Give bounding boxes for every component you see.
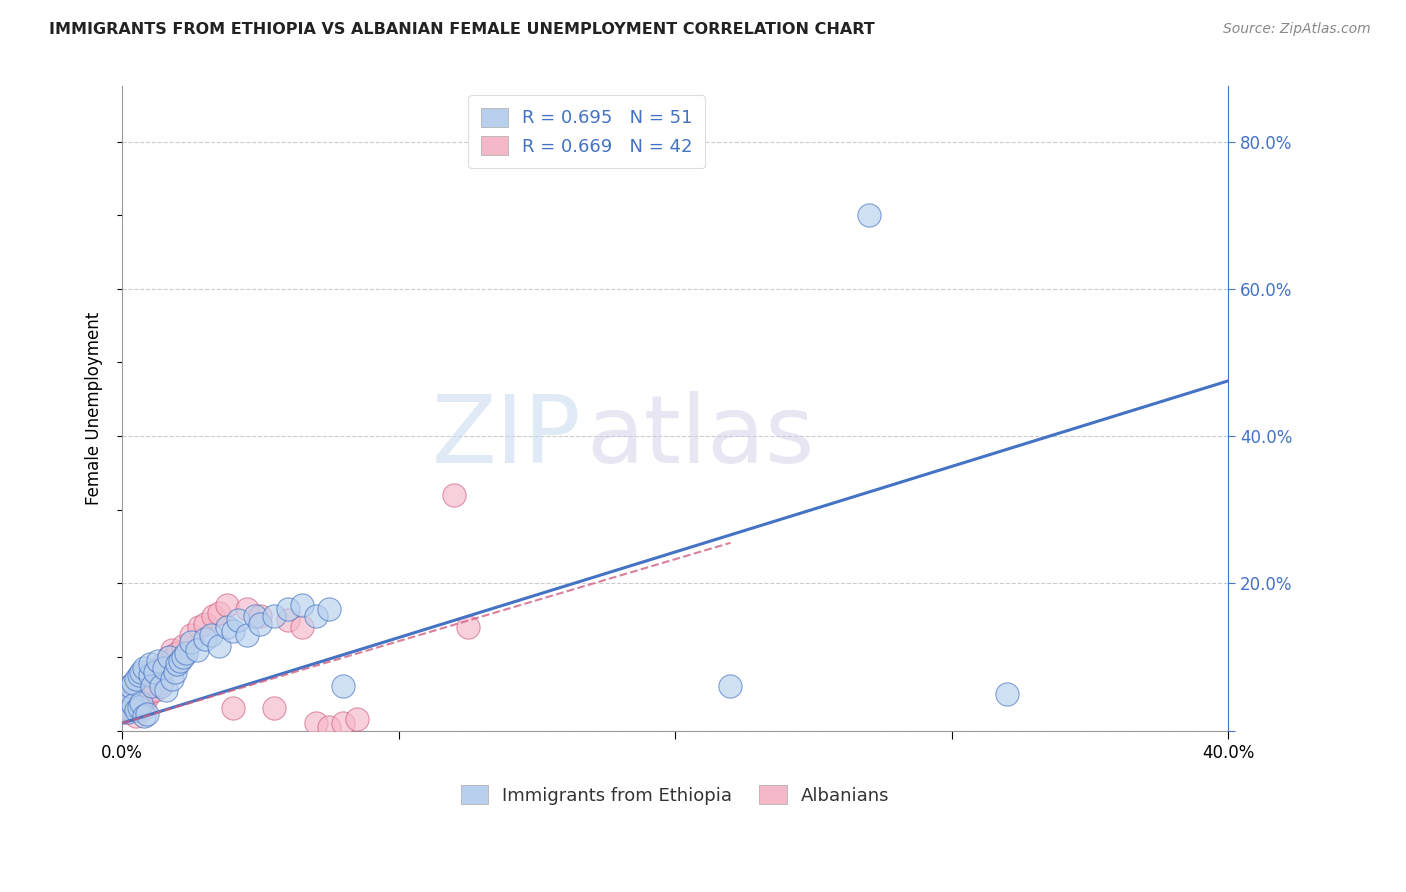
Point xyxy=(136,707,159,722)
Point xyxy=(443,488,465,502)
Point xyxy=(120,679,142,693)
Legend: Immigrants from Ethiopia, Albanians: Immigrants from Ethiopia, Albanians xyxy=(454,778,897,812)
Point xyxy=(858,208,880,222)
Point xyxy=(186,642,208,657)
Point xyxy=(120,700,142,714)
Point xyxy=(146,661,169,675)
Point xyxy=(141,665,163,679)
Point xyxy=(125,708,148,723)
Point xyxy=(263,701,285,715)
Point xyxy=(152,657,174,672)
Point xyxy=(291,620,314,634)
Text: IMMIGRANTS FROM ETHIOPIA VS ALBANIAN FEMALE UNEMPLOYMENT CORRELATION CHART: IMMIGRANTS FROM ETHIOPIA VS ALBANIAN FEM… xyxy=(49,22,875,37)
Point xyxy=(235,628,257,642)
Point xyxy=(263,609,285,624)
Point xyxy=(125,672,148,686)
Point xyxy=(243,609,266,624)
Point xyxy=(180,635,202,649)
Point xyxy=(208,606,231,620)
Point xyxy=(172,649,194,664)
Point xyxy=(160,672,183,686)
Point xyxy=(152,661,174,675)
Point xyxy=(304,609,326,624)
Point xyxy=(995,687,1018,701)
Point xyxy=(157,649,180,664)
Point xyxy=(346,713,368,727)
Point xyxy=(120,694,142,708)
Point xyxy=(128,668,150,682)
Text: atlas: atlas xyxy=(586,392,815,483)
Point xyxy=(125,675,148,690)
Point xyxy=(138,657,160,672)
Point xyxy=(332,679,354,693)
Point xyxy=(157,649,180,664)
Point xyxy=(226,613,249,627)
Point xyxy=(131,665,153,679)
Point xyxy=(131,696,153,710)
Point xyxy=(155,683,177,698)
Point xyxy=(138,668,160,682)
Point xyxy=(138,685,160,699)
Point xyxy=(131,696,153,710)
Point xyxy=(208,639,231,653)
Point xyxy=(169,654,191,668)
Point xyxy=(291,599,314,613)
Point xyxy=(172,639,194,653)
Point xyxy=(174,646,197,660)
Point xyxy=(136,690,159,705)
Point xyxy=(120,679,142,693)
Point xyxy=(235,602,257,616)
Point xyxy=(117,705,139,719)
Point xyxy=(117,703,139,717)
Point xyxy=(180,628,202,642)
Point xyxy=(128,698,150,712)
Text: Source: ZipAtlas.com: Source: ZipAtlas.com xyxy=(1223,22,1371,37)
Point xyxy=(125,703,148,717)
Point xyxy=(194,616,217,631)
Point xyxy=(332,716,354,731)
Point xyxy=(131,668,153,682)
Point xyxy=(134,661,156,675)
Point xyxy=(277,602,299,616)
Point xyxy=(188,620,211,634)
Point xyxy=(163,665,186,679)
Point xyxy=(277,613,299,627)
Point xyxy=(166,657,188,672)
Point xyxy=(304,716,326,731)
Point xyxy=(221,624,243,639)
Point xyxy=(122,675,145,690)
Point xyxy=(200,628,222,642)
Point xyxy=(143,683,166,698)
Point xyxy=(318,720,340,734)
Point xyxy=(149,679,172,693)
Point xyxy=(166,646,188,660)
Point xyxy=(117,683,139,698)
Point xyxy=(249,609,271,624)
Point xyxy=(155,654,177,668)
Point xyxy=(134,701,156,715)
Point xyxy=(114,701,136,715)
Point xyxy=(457,620,479,634)
Point xyxy=(720,679,742,693)
Point xyxy=(217,599,239,613)
Point xyxy=(217,620,239,634)
Point xyxy=(117,683,139,698)
Text: ZIP: ZIP xyxy=(432,392,581,483)
Point xyxy=(249,616,271,631)
Point xyxy=(128,700,150,714)
Point xyxy=(146,654,169,668)
Point xyxy=(160,642,183,657)
Point xyxy=(122,694,145,708)
Y-axis label: Female Unemployment: Female Unemployment xyxy=(86,312,103,505)
Point xyxy=(143,665,166,679)
Point xyxy=(194,632,217,646)
Point xyxy=(122,698,145,712)
Point xyxy=(134,708,156,723)
Point xyxy=(141,679,163,693)
Point xyxy=(114,705,136,719)
Point xyxy=(149,675,172,690)
Point xyxy=(221,701,243,715)
Point xyxy=(202,609,225,624)
Point xyxy=(318,602,340,616)
